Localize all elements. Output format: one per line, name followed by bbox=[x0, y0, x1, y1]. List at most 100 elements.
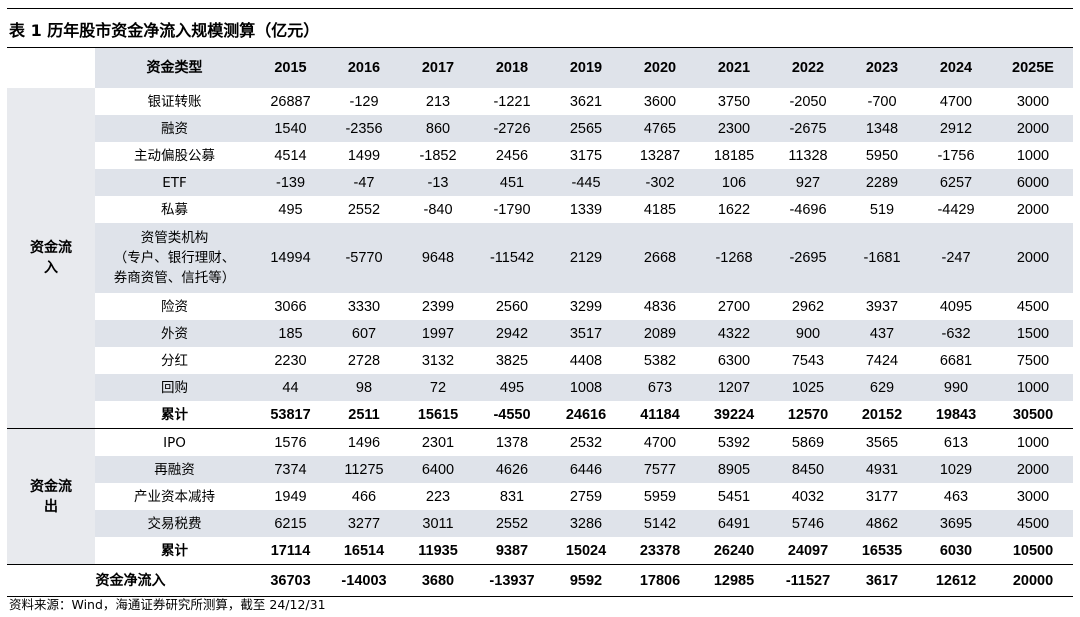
value-cell: 106 bbox=[697, 169, 771, 196]
value-cell: 1207 bbox=[697, 374, 771, 401]
value-cell: 2000 bbox=[993, 223, 1073, 293]
value-cell: 5392 bbox=[697, 428, 771, 456]
value-cell: 3617 bbox=[845, 564, 919, 597]
table-row: 分红 2230 2728 3132 3825 4408 5382 6300 7543 7424 66… bbox=[7, 347, 1073, 374]
value-cell: 36703 bbox=[254, 564, 327, 597]
value-cell: 4185 bbox=[643, 201, 677, 218]
value-cell: 44 bbox=[254, 374, 327, 401]
value-cell: 5451 bbox=[717, 488, 751, 505]
value-cell: 9592 bbox=[549, 564, 623, 597]
year-header: 2017 bbox=[401, 47, 475, 88]
value-cell: 613 bbox=[919, 428, 993, 456]
value-cell: 1000 bbox=[1016, 147, 1050, 164]
value-cell: 3000 bbox=[1016, 93, 1050, 110]
value-cell: 6030 bbox=[939, 542, 973, 559]
value-cell: 860 bbox=[401, 115, 475, 142]
table-row: 交易税费 6215 3277 3011 2552 3286 5142 6491 5746 4862… bbox=[7, 510, 1073, 537]
row-label: 回购 bbox=[95, 374, 254, 401]
table-row: 产业资本减持 1949 466 223 831 2759 5959 5451 4032 3177 4… bbox=[7, 483, 1073, 510]
value-cell: 9387 bbox=[495, 542, 529, 559]
value-cell: -247 bbox=[919, 223, 993, 293]
value-cell: -139 bbox=[254, 169, 327, 196]
value-cell: 6400 bbox=[401, 456, 475, 483]
value-cell: -632 bbox=[919, 320, 993, 347]
value-cell: 26887 bbox=[270, 93, 311, 110]
value-cell: 3066 bbox=[274, 298, 307, 315]
value-cell: 1348 bbox=[845, 115, 919, 142]
value-cell: -2050 bbox=[789, 93, 827, 110]
value-cell: -1268 bbox=[697, 223, 771, 293]
value-cell: 6215 bbox=[254, 510, 327, 537]
value-cell: 9648 bbox=[401, 223, 475, 293]
row-label-line: （专户、银行理财、 bbox=[113, 250, 236, 266]
category-header: 资金类型 bbox=[95, 47, 254, 88]
table-row: ETF -139 -47 -13 451 -445 -302 106 927 2289 6257 60… bbox=[7, 169, 1073, 196]
value-cell: -14003 bbox=[327, 564, 401, 597]
outflow-group-cell: 资金流出 bbox=[7, 428, 95, 565]
value-cell: 2000 bbox=[993, 456, 1073, 483]
value-cell: 4322 bbox=[697, 320, 771, 347]
value-cell: 3750 bbox=[717, 93, 751, 110]
value-cell: 5382 bbox=[643, 352, 677, 369]
fund-flow-table: 资金类型 2015 2016 2017 2018 2019 2020 2021 2022 2023… bbox=[7, 47, 1073, 597]
value-cell: 8905 bbox=[697, 456, 771, 483]
value-cell: 1000 bbox=[993, 428, 1073, 456]
value-cell: 30500 bbox=[1012, 406, 1054, 423]
value-cell: 3132 bbox=[421, 352, 455, 369]
value-cell: 2456 bbox=[495, 147, 529, 164]
value-cell: 1949 bbox=[274, 488, 307, 505]
value-cell: 4500 bbox=[1016, 298, 1050, 315]
table-row: 再融资 7374 11275 6400 4626 6446 7577 8905 8450 4931… bbox=[7, 456, 1073, 483]
row-label: 外资 bbox=[95, 320, 254, 347]
value-cell: 11328 bbox=[788, 147, 828, 164]
table-row: 融资 1540 -2356 860 -2726 2565 4765 2300 -2675 1348… bbox=[7, 115, 1073, 142]
value-cell: 495 bbox=[278, 201, 303, 218]
value-cell: 6491 bbox=[697, 510, 771, 537]
value-cell: 13287 bbox=[639, 147, 681, 164]
value-cell: 5746 bbox=[771, 510, 845, 537]
value-cell: -2356 bbox=[327, 115, 401, 142]
value-cell: 2565 bbox=[549, 115, 623, 142]
corner-cell bbox=[7, 48, 95, 89]
value-cell: 5869 bbox=[771, 428, 845, 456]
table-row: 外资 185 607 1997 2942 3517 2089 4322 900 437 -632 15… bbox=[7, 320, 1073, 347]
total-row: 累计 17114 16514 11935 9387 15024 23378 26240 2409… bbox=[7, 537, 1073, 565]
value-cell: -445 bbox=[549, 169, 623, 196]
value-cell: 3011 bbox=[401, 510, 475, 537]
year-header: 2018 bbox=[475, 47, 549, 88]
value-cell: 8450 bbox=[771, 456, 845, 483]
value-cell: 53817 bbox=[270, 406, 311, 423]
value-cell: 831 bbox=[499, 488, 525, 505]
value-cell: 4626 bbox=[475, 456, 549, 483]
value-cell: 4931 bbox=[845, 456, 919, 483]
value-cell: 629 bbox=[845, 374, 919, 401]
value-cell: 4836 bbox=[643, 298, 677, 315]
value-cell: 7424 bbox=[865, 352, 899, 369]
value-cell: -1681 bbox=[845, 223, 919, 293]
value-cell: -4696 bbox=[789, 201, 827, 218]
value-cell: 12612 bbox=[919, 564, 993, 597]
value-cell: -5770 bbox=[327, 223, 401, 293]
value-cell: 15024 bbox=[565, 542, 607, 559]
net-inflow-label: 资金净流入 bbox=[7, 564, 254, 597]
value-cell: 990 bbox=[919, 374, 993, 401]
net-inflow-row: 资金净流入 36703 -14003 3680 -13937 9592 17806 12985… bbox=[7, 564, 1073, 597]
value-cell: 12570 bbox=[787, 406, 829, 423]
value-cell: 7577 bbox=[623, 456, 697, 483]
value-cell: 2289 bbox=[845, 169, 919, 196]
value-cell: 3000 bbox=[1016, 488, 1050, 505]
value-cell: 2301 bbox=[401, 428, 475, 456]
value-cell: -840 bbox=[423, 201, 453, 218]
value-cell: -129 bbox=[349, 93, 379, 110]
row-label: 再融资 bbox=[95, 456, 254, 483]
value-cell: 10500 bbox=[1012, 542, 1054, 559]
value-cell: 98 bbox=[327, 374, 401, 401]
value-cell: 5959 bbox=[643, 488, 677, 505]
table-row: 回购 44 98 72 495 1008 673 1207 1025 629 990 1000 bbox=[7, 374, 1073, 401]
value-cell: 4514 bbox=[274, 147, 307, 164]
value-cell: -13937 bbox=[475, 564, 549, 597]
value-cell: 20000 bbox=[993, 564, 1073, 597]
value-cell: 1378 bbox=[475, 428, 549, 456]
value-cell: 451 bbox=[475, 169, 549, 196]
row-label: 私募 bbox=[161, 201, 188, 218]
